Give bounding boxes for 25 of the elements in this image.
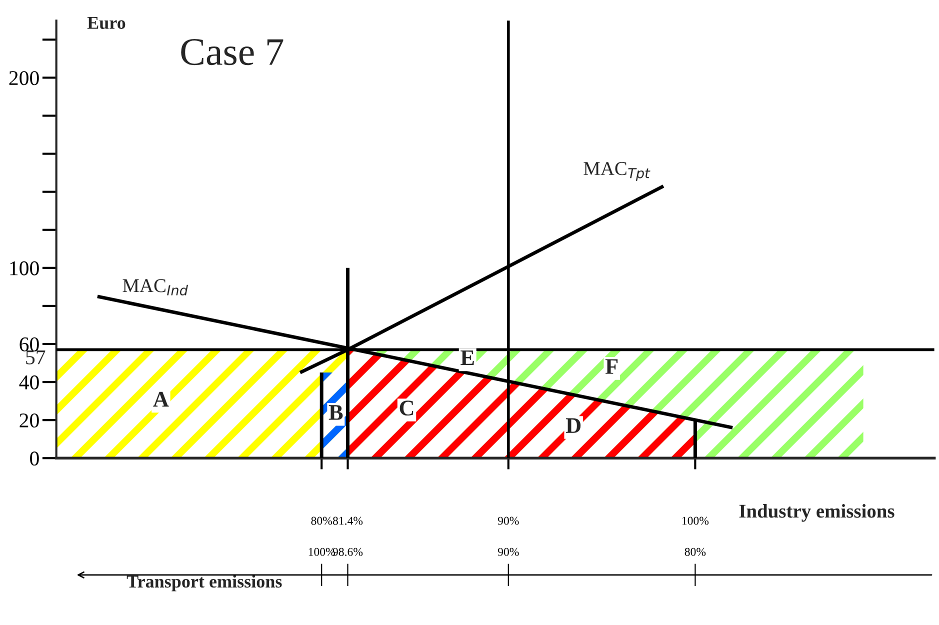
- x2-tick-label: 80%: [684, 548, 706, 556]
- x-tick-label: 90%: [498, 516, 519, 525]
- x-tick-label: 81.4%: [332, 516, 363, 525]
- y-tick-label: 60: [20, 337, 39, 352]
- y-axis-title: Euro: [87, 16, 126, 29]
- annotation: B: [328, 405, 343, 420]
- x-axis-title: Industry emissions: [739, 504, 894, 522]
- x-tick-label: 100%: [682, 516, 709, 525]
- x2-tick-label: 90%: [498, 548, 519, 556]
- y-tick-label: 0: [30, 452, 39, 466]
- y-tick-label: 20: [20, 413, 39, 428]
- y-tick-label: 200: [9, 71, 39, 86]
- y-tick-label: 100: [10, 261, 39, 276]
- x2-axis-title: Transport emissions: [126, 574, 282, 592]
- ref-line-label: 57: [26, 350, 46, 364]
- chart-title: Case 7: [181, 39, 284, 66]
- annotation: MAC$_{Ind}$: [122, 279, 188, 296]
- annotation: F: [605, 359, 618, 374]
- x-tick-label: 80%: [311, 516, 332, 525]
- annotation: A: [153, 392, 169, 407]
- annotation: D: [566, 418, 581, 433]
- annotation: C: [400, 400, 414, 416]
- annotation: MAC$_{Tpt}$: [584, 162, 650, 181]
- annotation: E: [460, 350, 474, 366]
- y-tick-label: 40: [19, 375, 39, 390]
